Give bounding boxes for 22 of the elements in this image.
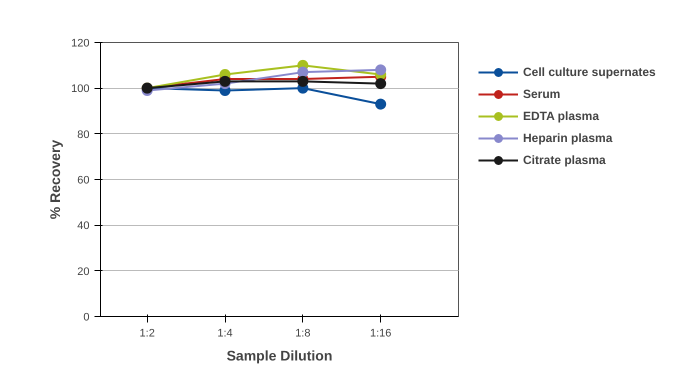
x-tick-label: 1:8 bbox=[295, 328, 310, 340]
y-tick-label: 100 bbox=[71, 83, 90, 96]
x-tick-label: 1:2 bbox=[140, 328, 155, 340]
y-tick-label: 120 bbox=[71, 38, 90, 50]
x-tick-label: 1:16 bbox=[370, 328, 392, 340]
legend-label: Citrate plasma bbox=[523, 153, 606, 167]
y-tick-label: 20 bbox=[77, 266, 90, 278]
y-axis-title: % Recovery bbox=[47, 140, 64, 220]
point bbox=[375, 64, 386, 76]
y-tick-label: 60 bbox=[77, 174, 90, 186]
y-tick-label: 40 bbox=[77, 220, 90, 232]
legend-label: Cell culture supernates bbox=[523, 65, 656, 79]
x-tick-label: 1:4 bbox=[217, 328, 233, 340]
legend-label: Heparin plasma bbox=[523, 131, 612, 145]
x-axis-title: Sample Dilution bbox=[226, 348, 332, 364]
point bbox=[297, 66, 308, 78]
y-tick-label: 0 bbox=[83, 312, 90, 324]
legend-label: Serum bbox=[523, 87, 560, 101]
y-tick-label: 80 bbox=[77, 128, 90, 141]
legend-label: EDTA plasma bbox=[523, 109, 600, 123]
point bbox=[375, 78, 386, 90]
point bbox=[375, 98, 386, 110]
